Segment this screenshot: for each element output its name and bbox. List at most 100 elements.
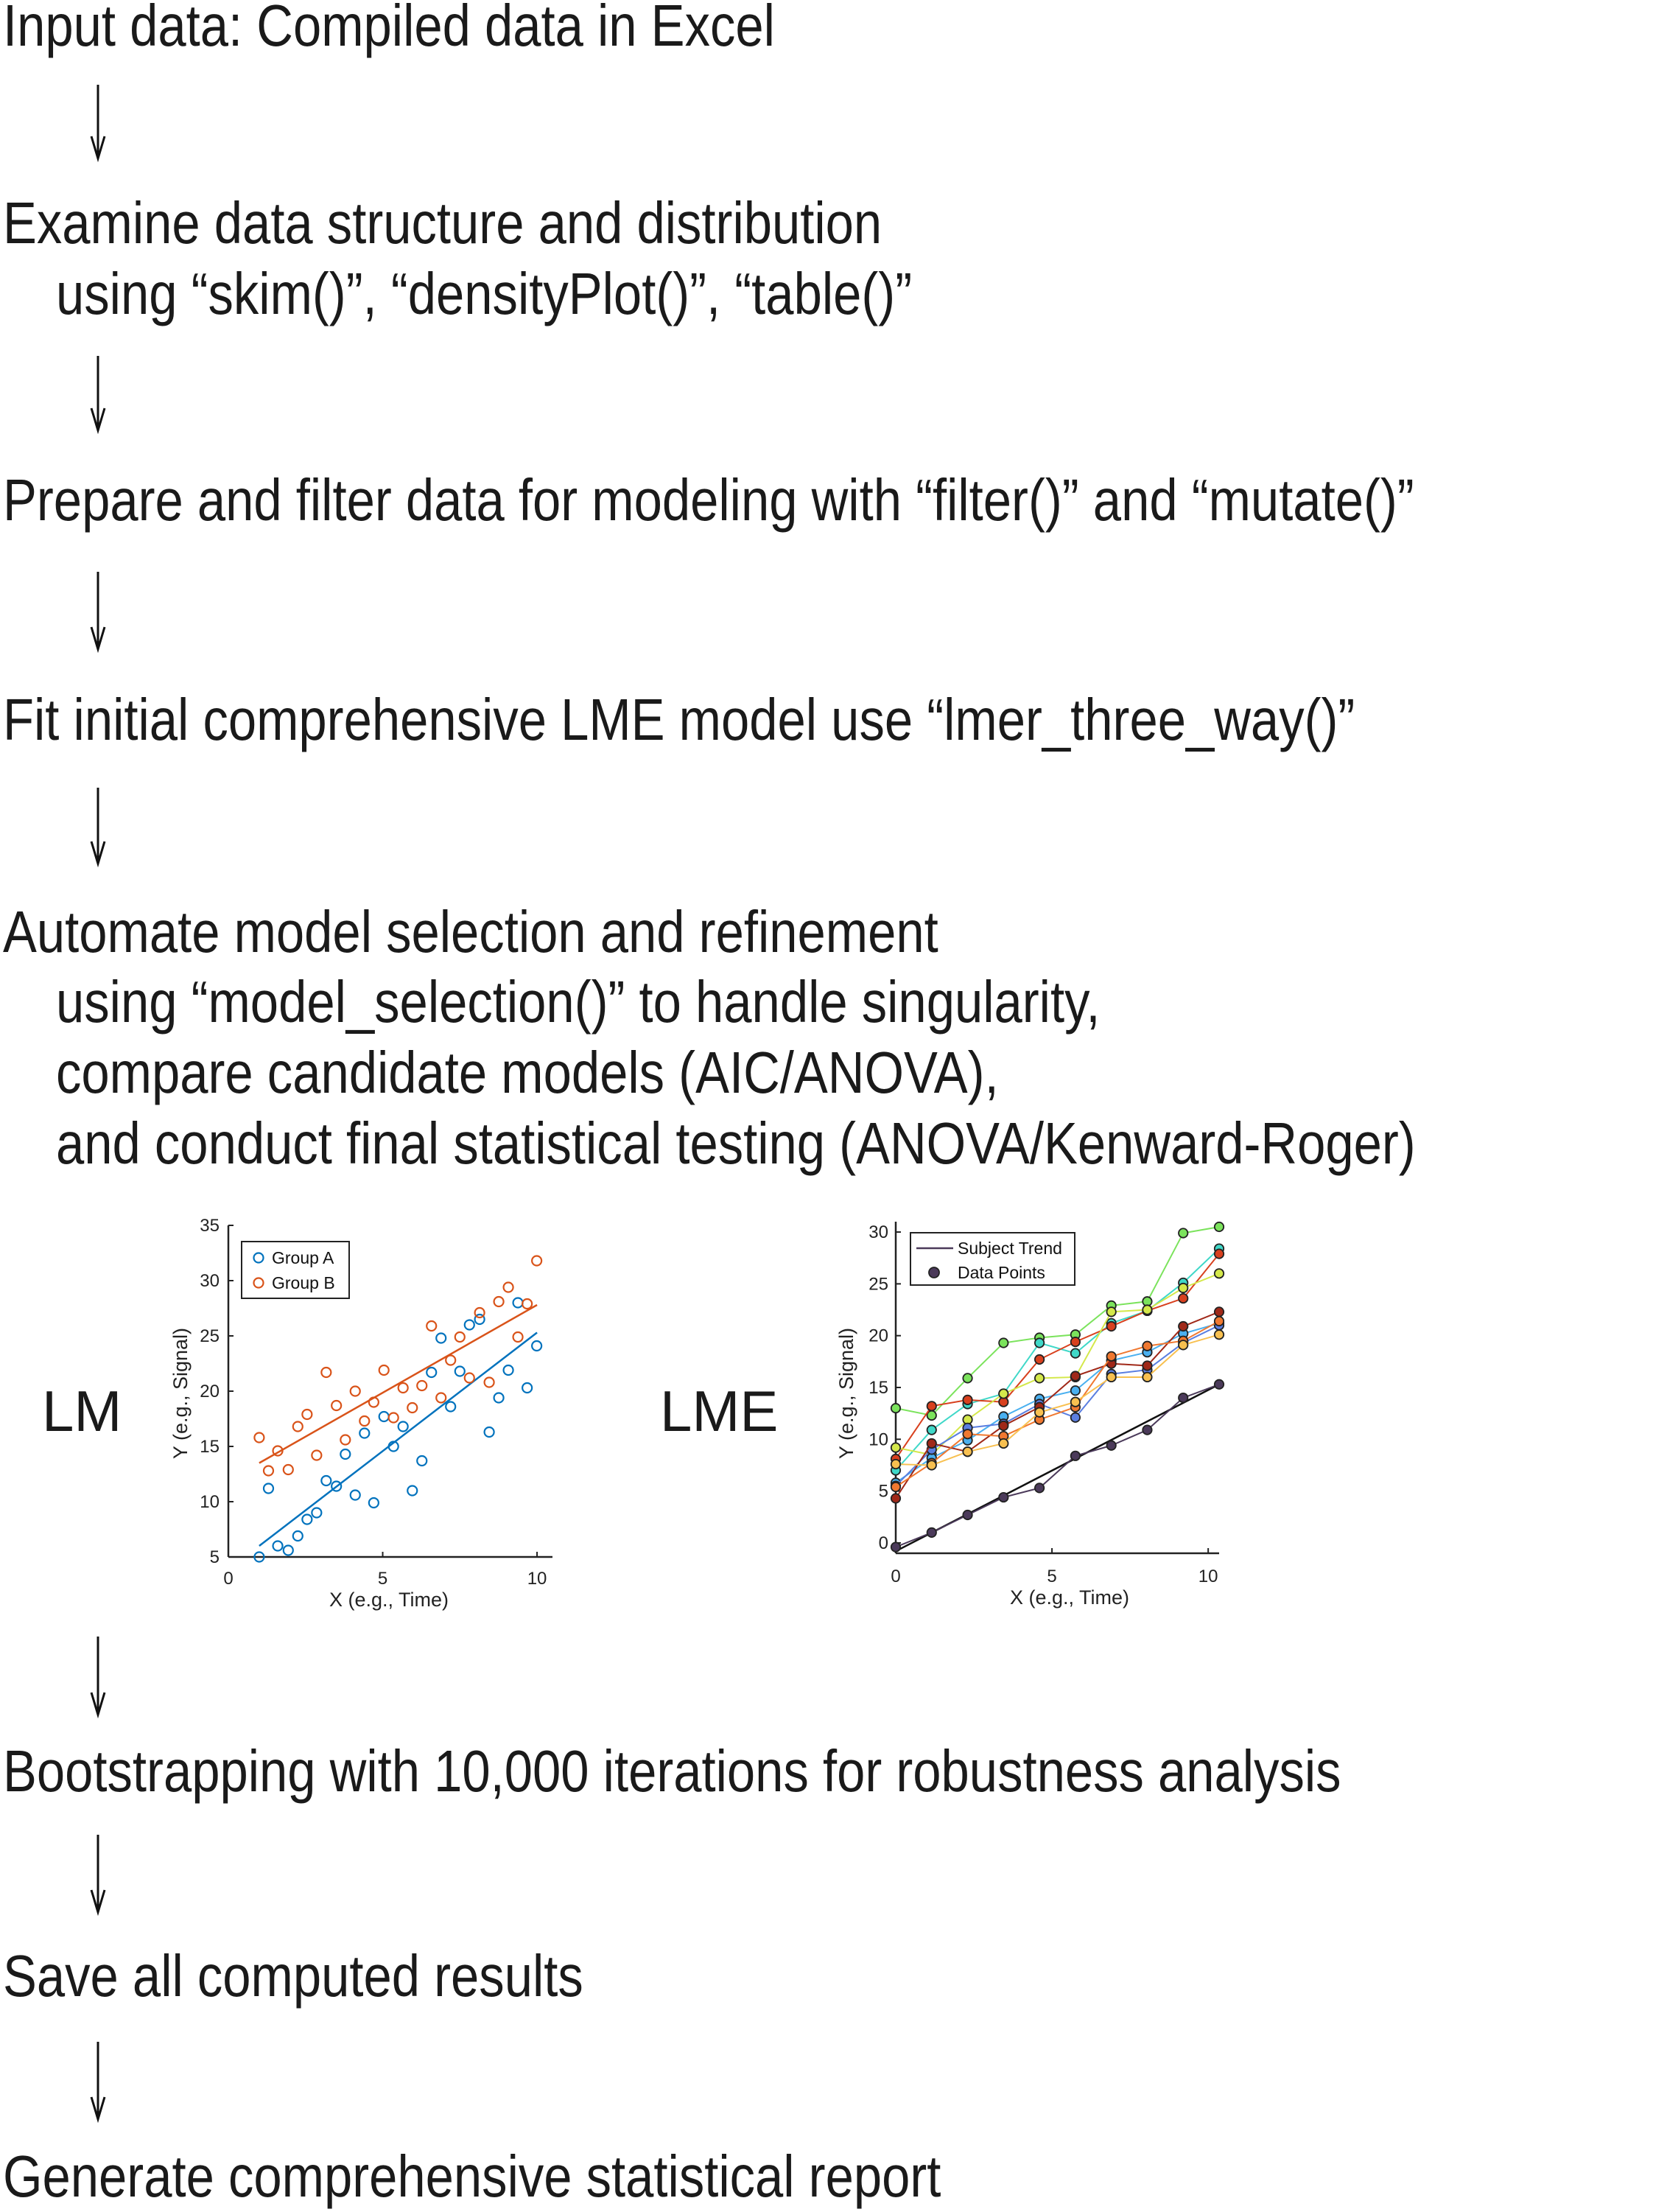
data-point xyxy=(512,1331,524,1343)
data-point xyxy=(1034,1354,1045,1365)
x-tick-label: 5 xyxy=(1047,1567,1056,1586)
data-point xyxy=(368,1396,379,1408)
step-3-title: Prepare and filter data for modeling wit… xyxy=(3,467,1414,533)
data-point xyxy=(262,1465,275,1477)
panel-label-lme: LME xyxy=(660,1379,779,1443)
subject-line xyxy=(895,1247,1220,1471)
data-point xyxy=(387,1441,399,1452)
data-point xyxy=(962,1373,973,1384)
data-point xyxy=(493,1392,505,1404)
y-tick-label: 10 xyxy=(200,1492,220,1512)
data-point xyxy=(292,1530,303,1542)
series-group-b xyxy=(253,1255,543,1477)
step-6-title: Bootstrapping with 10,000 iterations for… xyxy=(3,1738,1341,1804)
data-point xyxy=(890,1442,902,1453)
data-point xyxy=(253,1432,265,1443)
data-point xyxy=(1178,1340,1189,1351)
y-tick-label: 15 xyxy=(868,1378,888,1398)
legend-marker xyxy=(253,1277,264,1289)
data-point xyxy=(1070,1450,1081,1461)
subject-series xyxy=(890,1379,1225,1553)
data-point xyxy=(1213,1268,1225,1279)
data-point xyxy=(962,1446,973,1457)
data-point xyxy=(1178,1228,1189,1239)
subject-series xyxy=(890,1315,1225,1493)
data-point xyxy=(483,1426,495,1438)
data-point xyxy=(397,1421,409,1432)
step-1-title: Input data: Compiled data in Excel xyxy=(3,0,775,58)
data-point xyxy=(962,1429,973,1440)
down-arrow-icon xyxy=(90,2042,106,2124)
down-arrow-icon xyxy=(90,788,106,868)
data-point xyxy=(301,1408,313,1421)
data-point xyxy=(282,1544,294,1556)
data-point xyxy=(340,1434,351,1446)
data-point xyxy=(1070,1348,1081,1359)
data-point xyxy=(998,1438,1009,1449)
data-point xyxy=(502,1364,514,1376)
data-point xyxy=(359,1415,371,1427)
data-point xyxy=(890,1403,902,1414)
y-tick-label: 15 xyxy=(200,1437,220,1457)
step-5-detail: compare candidate models (AIC/ANOVA), xyxy=(56,1040,999,1105)
data-point xyxy=(311,1507,323,1519)
data-point xyxy=(320,1474,332,1487)
data-point xyxy=(378,1410,390,1423)
data-point xyxy=(890,1481,902,1493)
x-tick-label: 0 xyxy=(223,1569,233,1589)
data-point xyxy=(1034,1337,1045,1348)
data-point xyxy=(454,1365,466,1377)
data-point xyxy=(1070,1396,1081,1407)
data-point xyxy=(998,1337,1009,1348)
y-axis-label: Y (e.g., Signal) xyxy=(169,1328,192,1459)
lme-chart: 0 5 10 0 5 10 15 20 25 30 X (e.g., Time) Y (e.g., S… xyxy=(835,1221,1225,1609)
y-tick-label: 10 xyxy=(868,1429,888,1449)
step-2-detail: using “skim()”, “densityPlot()”, “table(… xyxy=(56,261,913,326)
legend-marker xyxy=(928,1267,940,1278)
data-point xyxy=(416,1455,428,1467)
data-point xyxy=(926,1401,937,1412)
subject-series xyxy=(890,1329,1225,1471)
data-point xyxy=(331,1399,343,1412)
data-point xyxy=(445,1354,457,1366)
legend: Subject Trend Data Points xyxy=(910,1232,1075,1286)
data-point xyxy=(962,1394,973,1405)
data-point xyxy=(1034,1483,1045,1494)
data-point xyxy=(1178,1392,1189,1404)
data-point xyxy=(483,1376,495,1388)
y-tick-label: 5 xyxy=(879,1482,888,1502)
y-tick-label: 25 xyxy=(868,1274,888,1294)
panel-label-lm: LM xyxy=(42,1379,122,1443)
data-point xyxy=(272,1540,284,1552)
legend-label: Data Points xyxy=(958,1263,1045,1282)
data-point xyxy=(1142,1424,1153,1435)
data-point xyxy=(890,1493,902,1504)
data-point xyxy=(1178,1320,1189,1332)
data-point xyxy=(253,1551,265,1563)
step-5-detail: using “model_selection()” to handle sing… xyxy=(56,969,1101,1035)
data-point xyxy=(1106,1351,1117,1362)
data-point xyxy=(301,1513,313,1525)
data-point xyxy=(272,1445,284,1457)
step-4-title: Fit initial comprehensive LME model use … xyxy=(3,687,1355,752)
x-axis-label: X (e.g., Time) xyxy=(1010,1586,1129,1609)
data-point xyxy=(311,1449,323,1461)
data-point xyxy=(474,1306,485,1319)
data-point xyxy=(926,1438,937,1449)
data-point xyxy=(1106,1440,1117,1451)
data-point xyxy=(416,1379,428,1392)
data-point xyxy=(331,1480,343,1492)
fit-line xyxy=(259,1331,538,1547)
data-point xyxy=(926,1527,937,1538)
data-point xyxy=(368,1497,379,1509)
data-point xyxy=(426,1320,438,1332)
data-point xyxy=(998,1491,1009,1503)
data-point xyxy=(340,1448,351,1460)
y-tick-label: 30 xyxy=(200,1271,220,1291)
data-point xyxy=(1070,1371,1081,1382)
data-point xyxy=(320,1366,332,1379)
data-point xyxy=(407,1401,418,1414)
data-point xyxy=(407,1485,418,1497)
